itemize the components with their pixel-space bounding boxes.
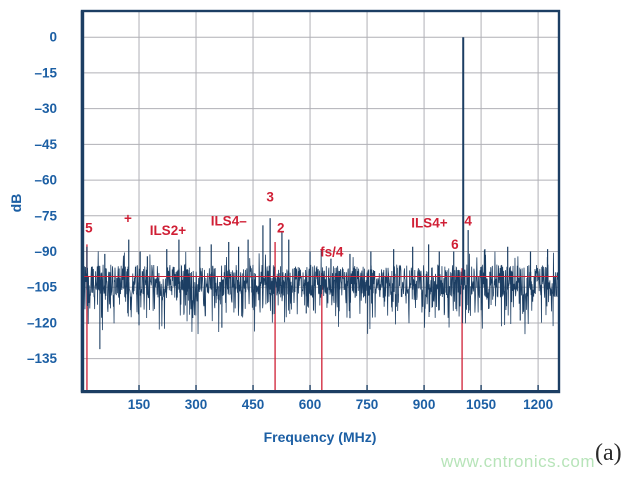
gridlines [82,11,559,392]
spur-annotation: 4 [464,213,472,228]
x-tick-label: 750 [356,397,379,412]
axis-ticks [138,385,539,392]
x-tick-label: 150 [128,397,151,412]
y-tick-label: –30 [34,101,57,116]
x-tick-label: 1050 [466,397,496,412]
tick-labels: 0 –15 –30 –45 –60 –75 –90 –105 –120 –135 150 300 450… [27,30,553,412]
spur-annotations: 5 + ILS2+ ILS4– 32 fs/4 ILS4+64 [85,190,472,260]
spur-annotation: 3 [266,190,274,205]
spur-annotation: 2 [277,220,285,235]
spur-annotation: 5 [85,220,93,235]
spur-annotation: ILS4– [211,213,248,228]
y-tick-label: –75 [34,208,57,223]
spur-annotation: + [124,211,132,226]
y-tick-label: 0 [49,30,57,45]
x-tick-label: 300 [185,397,208,412]
marker-lines [86,241,463,391]
y-tick-label: –60 [34,173,57,188]
noise-floor-trace [81,249,559,335]
spur-annotation: 6 [451,237,459,252]
x-tick-label: 450 [242,397,265,412]
spur-annotation: ILS4+ [411,216,448,231]
y-tick-label: –15 [34,65,57,80]
x-tick-label: 600 [299,397,322,412]
y-tick-label: –135 [27,351,58,366]
watermark-text: www.cntronics.com [441,452,595,471]
y-tick-label: –90 [34,244,57,259]
spur-annotation: fs/4 [320,244,344,259]
spur-annotation: ILS2+ [150,223,187,238]
panel-label: (a) [595,440,622,466]
y-axis-title: dB [8,193,24,213]
plot-border [80,9,561,394]
x-tick-label: 1200 [523,397,553,412]
y-tick-label: –120 [27,315,57,330]
y-tick-label: –105 [27,280,58,295]
x-tick-label: 900 [413,397,436,412]
y-tick-label: –45 [34,137,57,152]
x-axis-title: Frequency (MHz) [263,429,377,445]
